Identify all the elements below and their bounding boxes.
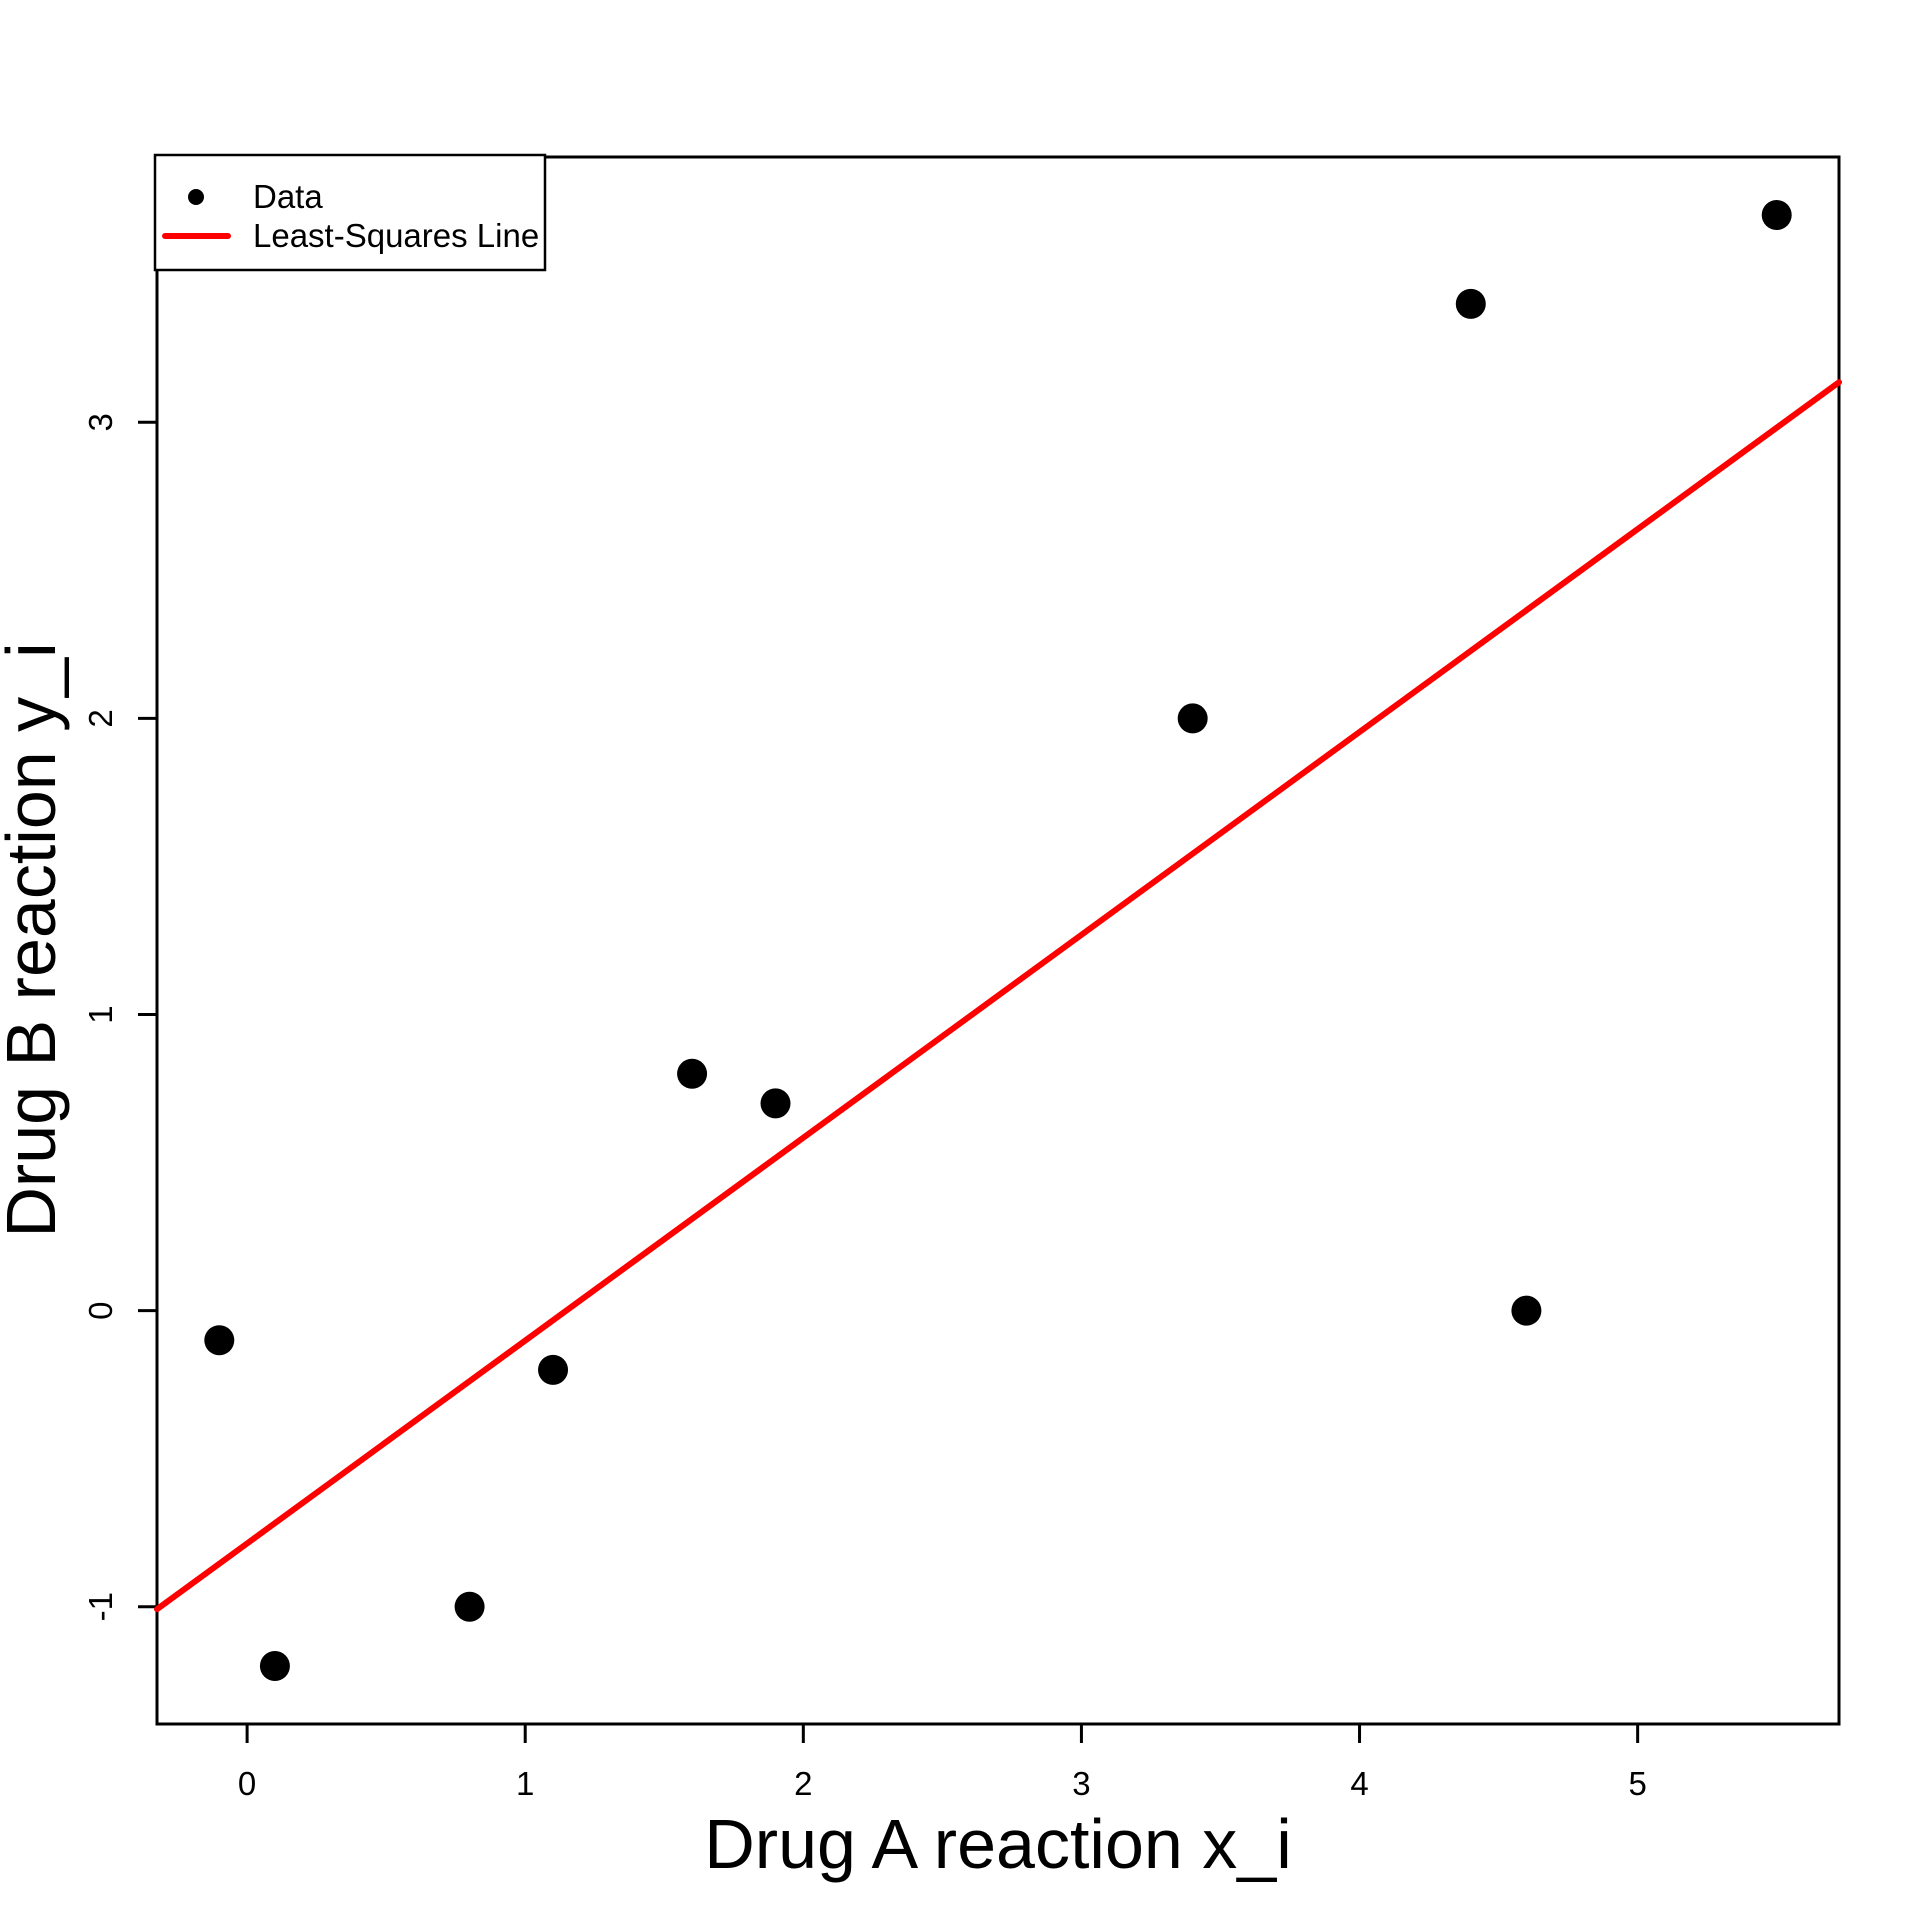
legend-box <box>153 153 547 272</box>
legend: Data Least-Squares Line <box>153 153 547 272</box>
x-tick-label: 2 <box>794 1765 812 1802</box>
x-tick-label: 0 <box>238 1765 256 1802</box>
data-point <box>677 1058 708 1089</box>
data-point <box>259 1650 290 1681</box>
x-tick-label: 4 <box>1350 1765 1368 1802</box>
y-tick-label: 3 <box>82 413 119 431</box>
y-tick-label: 2 <box>82 709 119 727</box>
data-points-layer <box>204 200 1792 1681</box>
y-axis-tick-labels: -1 0 1 2 3 <box>82 413 119 1621</box>
y-axis-title: Drug B reaction y_i <box>0 642 70 1237</box>
x-axis-ticks <box>245 1724 1640 1743</box>
y-axis-ticks <box>138 420 157 1609</box>
data-point <box>538 1354 569 1385</box>
x-tick-label: 5 <box>1628 1765 1646 1802</box>
data-point <box>1761 200 1792 231</box>
plot-border <box>155 155 1841 1726</box>
least-squares-line <box>154 379 1842 1613</box>
x-axis-title: Drug A reaction x_i <box>704 1805 1292 1883</box>
x-axis-tick-labels: 0 1 2 3 4 5 <box>238 1765 1647 1802</box>
legend-label-line: Least-Squares Line <box>253 217 539 254</box>
data-point <box>1511 1295 1542 1326</box>
data-point <box>1177 703 1208 734</box>
data-point <box>454 1591 485 1622</box>
x-tick-label: 3 <box>1072 1765 1090 1802</box>
y-tick-label: 0 <box>82 1301 119 1319</box>
data-point <box>204 1325 235 1356</box>
legend-label-data: Data <box>253 178 323 215</box>
data-point <box>760 1088 791 1119</box>
x-tick-label: 1 <box>516 1765 534 1802</box>
y-tick-label: 1 <box>82 1005 119 1023</box>
y-tick-label: -1 <box>82 1592 119 1621</box>
legend-point-marker <box>188 189 204 205</box>
data-point <box>1455 288 1486 319</box>
